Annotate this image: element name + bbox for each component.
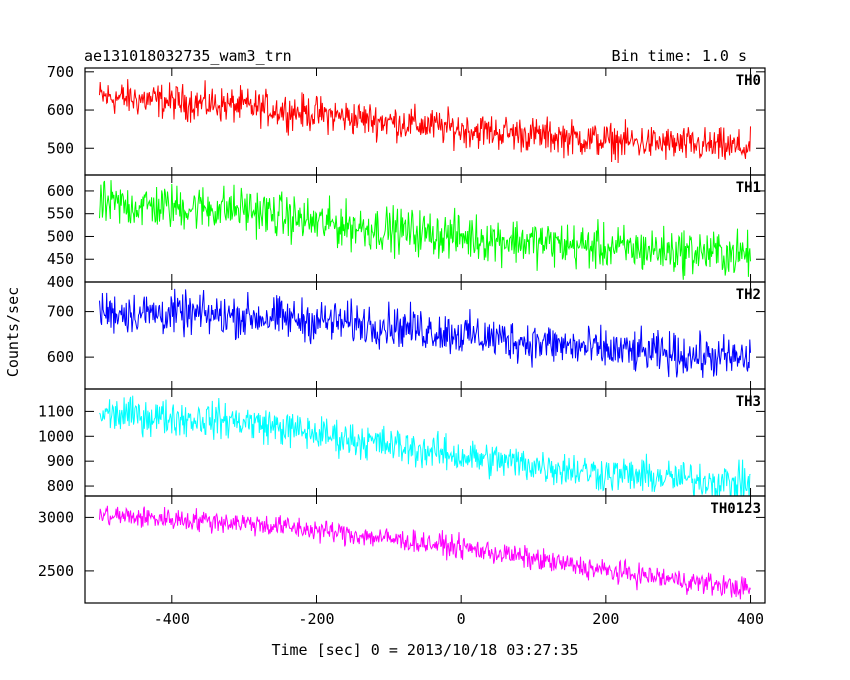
y-tick-label: 900 — [47, 452, 74, 470]
panel-frame — [84, 281, 766, 390]
series-th0 — [99, 79, 751, 164]
x-axis-label: Time [sec] 0 = 2013/10/18 03:27:35 — [271, 641, 578, 659]
panels: 500 600 700 TH0 400 450 500 550 600 TH1 600 700 TH2 8… — [38, 63, 766, 628]
y-tick-label: 2500 — [38, 562, 74, 580]
y-tick-label: 500 — [47, 139, 74, 157]
y-tick-label: 600 — [47, 348, 74, 366]
panel-label: TH1 — [736, 180, 761, 196]
chart-title: ae131018032735_wam3_trn — [84, 47, 292, 65]
y-tick-label: 500 — [47, 227, 74, 245]
y-tick-label: 3000 — [38, 508, 74, 526]
y-tick-label: 700 — [47, 303, 74, 321]
y-tick-label: 450 — [47, 250, 74, 268]
panel-th1: 400 450 500 550 600 TH1 — [47, 174, 766, 291]
panel-label: TH0 — [736, 73, 761, 89]
series-th3 — [99, 395, 751, 496]
x-tick-label: 0 — [457, 610, 466, 628]
panel-label: TH3 — [736, 394, 761, 410]
y-tick-label: 800 — [47, 477, 74, 495]
y-tick-label: 700 — [47, 63, 74, 81]
x-tick-label: 400 — [737, 610, 764, 628]
y-tick-label: 600 — [47, 182, 74, 200]
bin-time-label: Bin time: 1.0 s — [612, 47, 747, 65]
y-axis-label: Counts/sec — [4, 287, 22, 377]
x-tick-label: -200 — [298, 610, 334, 628]
y-tick-label: 1000 — [38, 427, 74, 445]
series-th2 — [99, 288, 751, 378]
series-th1 — [99, 180, 751, 280]
panel-label: TH0123 — [710, 501, 761, 517]
panel-th0: 500 600 700 TH0 — [47, 63, 766, 176]
y-tick-label: 600 — [47, 101, 74, 119]
panel-frame — [84, 388, 766, 497]
panel-label: TH2 — [736, 287, 761, 303]
panel-th2: 600 700 TH2 — [47, 281, 766, 390]
y-tick-label: 1100 — [38, 402, 74, 420]
panel-frame — [84, 495, 766, 604]
panel-th0123: 2500 3000 TH0123 — [38, 495, 766, 604]
series-th0123 — [99, 505, 751, 600]
panel-th3: 800 900 1000 1100 TH3 — [38, 388, 766, 497]
y-tick-label: 400 — [47, 273, 74, 291]
x-tick-label: -400 — [154, 610, 190, 628]
x-tick-label: 200 — [592, 610, 619, 628]
y-tick-label: 550 — [47, 205, 74, 223]
